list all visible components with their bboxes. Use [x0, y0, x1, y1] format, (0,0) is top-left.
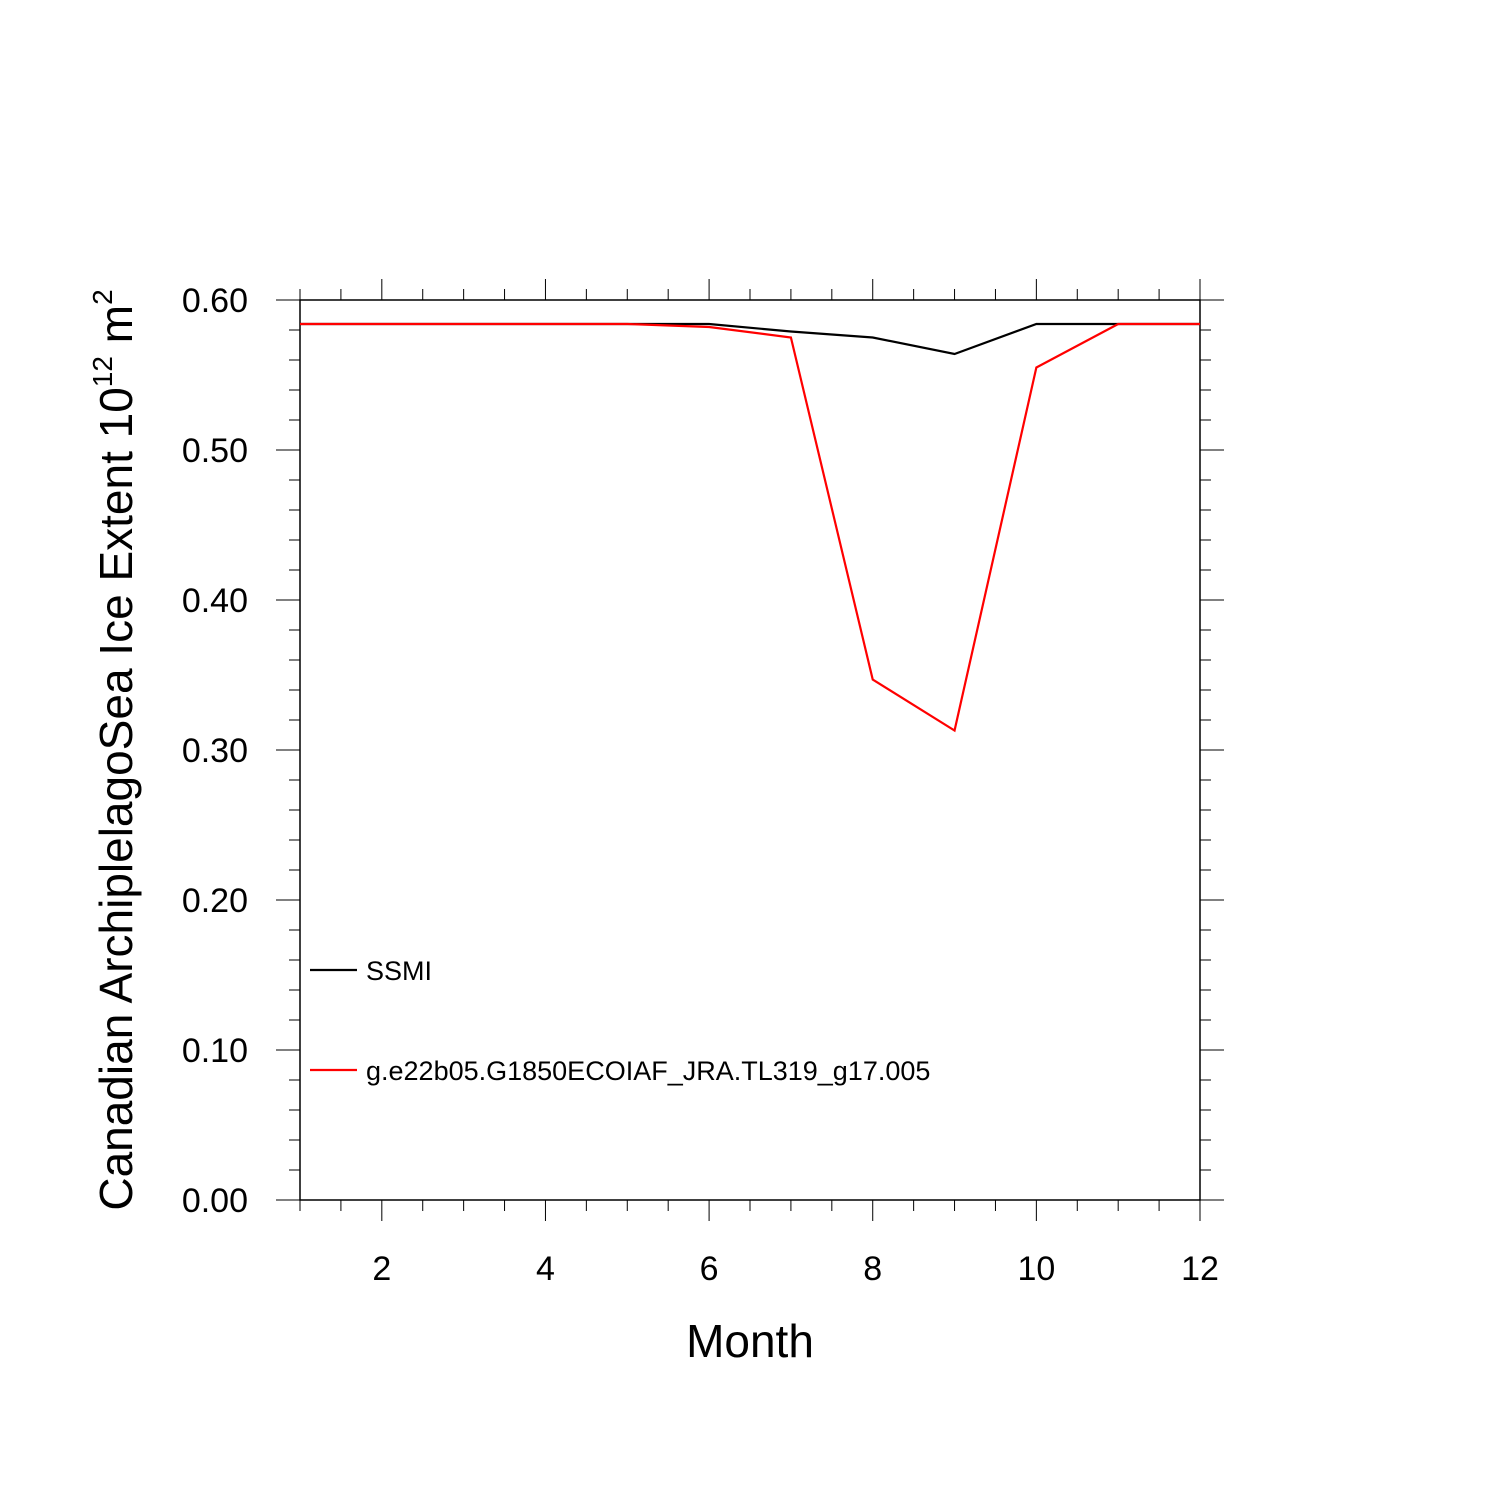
x-tick-label: 12 — [1181, 1250, 1219, 1288]
y-axis-title-exponent: 12 — [87, 356, 118, 387]
legend: SSMI g.e22b05.G1850ECOIAF_JRA.TL319_g17.0… — [310, 956, 930, 1086]
y-axis-title-unit-exponent: 2 — [87, 289, 118, 305]
y-tick-label: 0.20 — [182, 882, 248, 920]
y-tick-label: 0.00 — [182, 1182, 248, 1220]
axis-tick-labels: 2 4 6 8 10 12 0.00 0.10 0.20 0.30 0.40 0.50 0.60 — [182, 282, 1219, 1288]
x-tick-label: 8 — [863, 1250, 882, 1288]
x-axis-title: Month — [686, 1315, 814, 1367]
y-axis-title: Canadian ArchiplelagoSea Ice Extent 1012… — [87, 289, 142, 1210]
legend-label: g.e22b05.G1850ECOIAF_JRA.TL319_g17.005 — [366, 1056, 930, 1086]
x-tick-label: 4 — [536, 1250, 555, 1288]
x-tick-label: 6 — [700, 1250, 719, 1288]
x-tick-label: 2 — [372, 1250, 391, 1288]
y-axis-title-unit: m — [90, 305, 142, 356]
y-tick-label: 0.50 — [182, 432, 248, 470]
y-tick-label: 0.10 — [182, 1032, 248, 1070]
series-lines — [299, 322, 1201, 733]
series-line-1 — [300, 322, 1200, 733]
axis-ticks — [276, 279, 1224, 1221]
y-tick-label: 0.40 — [182, 582, 248, 620]
series-line-0 — [300, 322, 1200, 356]
legend-label: SSMI — [366, 956, 432, 986]
y-tick-label: 0.60 — [182, 282, 248, 320]
y-tick-label: 0.30 — [182, 732, 248, 770]
x-tick-label: 10 — [1017, 1250, 1055, 1288]
y-axis-title-main: Canadian ArchiplelagoSea Ice Extent 10 — [90, 387, 142, 1210]
